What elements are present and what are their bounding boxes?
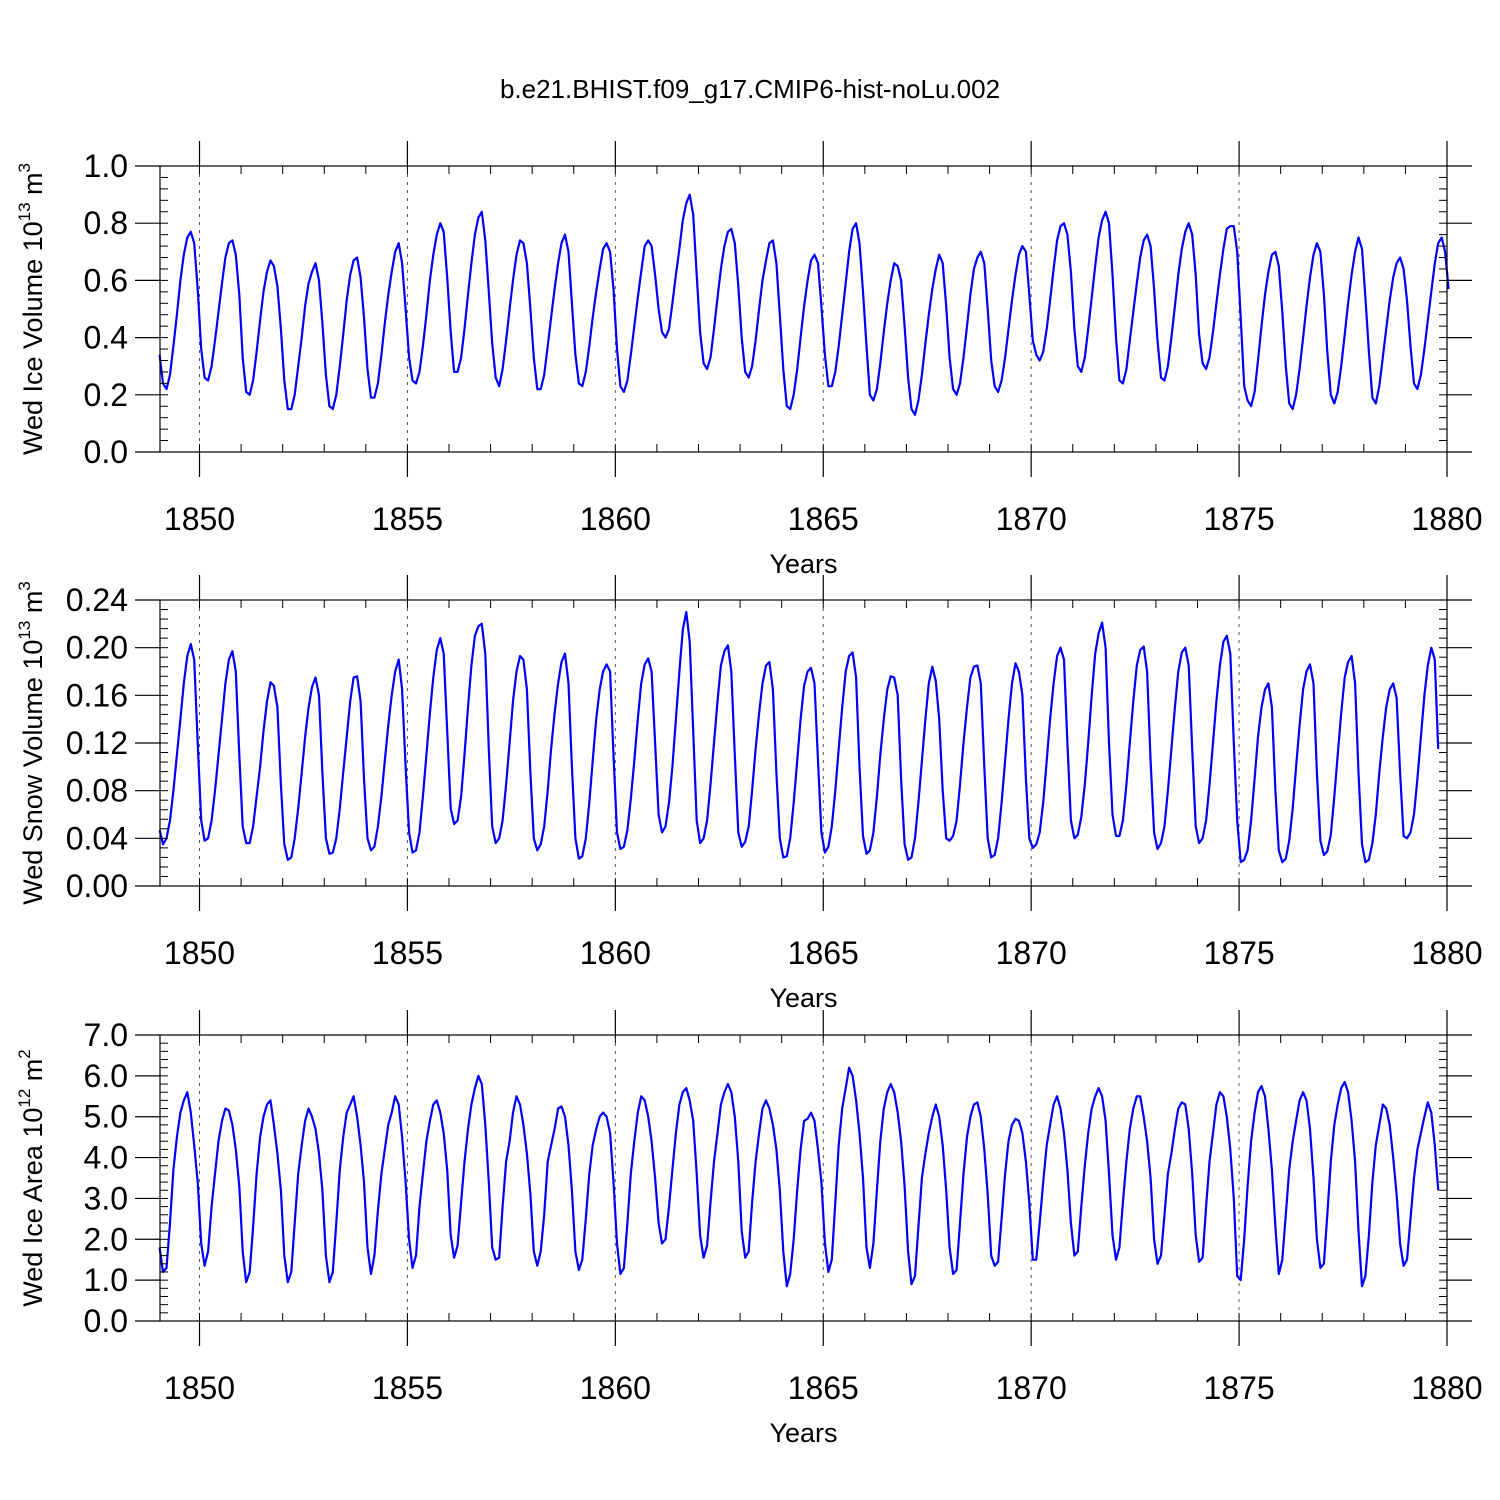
y-tick-label: 0.0 <box>84 434 128 470</box>
y-tick-label: 2.0 <box>84 1221 128 1257</box>
x-tick-label: 1850 <box>164 935 235 971</box>
y-tick-label: 0.4 <box>84 320 128 356</box>
y-axis-label: Wed Ice Area 1012 m2 <box>15 1049 48 1307</box>
data-series-line <box>158 610 1440 864</box>
x-tick-label: 1870 <box>996 1370 1067 1406</box>
data-series-line <box>158 1066 1440 1288</box>
x-tick-label: 1865 <box>788 1370 859 1406</box>
x-tick-label: 1875 <box>1203 1370 1274 1406</box>
x-tick-label: 1850 <box>164 1370 235 1406</box>
data-series-line <box>158 193 1450 416</box>
y-tick-label: 0.8 <box>84 205 128 241</box>
x-axis-label: Years <box>769 983 837 1013</box>
x-tick-label: 1875 <box>1203 501 1274 537</box>
plot-frame <box>159 165 1448 453</box>
y-tick-label: 0.20 <box>66 630 128 666</box>
x-tick-label: 1865 <box>788 935 859 971</box>
x-tick-label: 1875 <box>1203 935 1274 971</box>
chart-panel-1: 0.0 0.2 0.4 0.6 0.8 1.0 1850 1855 1860 1865 1870 18… <box>15 141 1483 579</box>
x-tick-label: 1860 <box>580 1370 651 1406</box>
y-tick-label: 1.0 <box>84 148 128 184</box>
x-axis-label: Years <box>769 549 837 579</box>
plot-frame <box>159 599 1448 887</box>
x-tick-label: 1870 <box>996 501 1067 537</box>
chart-panel-3: 0.0 1.0 2.0 3.0 4.0 5.0 6.0 7.0 1850 1855 1860 1865… <box>15 1010 1483 1448</box>
y-tick-label: 5.0 <box>84 1099 128 1135</box>
y-tick-label: 0.24 <box>66 582 128 618</box>
y-tick-label: 0.12 <box>66 725 128 761</box>
y-tick-label: 4.0 <box>84 1140 128 1176</box>
y-tick-label: 6.0 <box>84 1058 128 1094</box>
x-tick-label: 1860 <box>580 935 651 971</box>
y-tick-label: 1.0 <box>84 1262 128 1298</box>
x-tick-label: 1865 <box>788 501 859 537</box>
x-tick-label: 1870 <box>996 935 1067 971</box>
y-tick-label: 0.2 <box>84 377 128 413</box>
y-tick-label: 0.6 <box>84 262 128 298</box>
y-tick-label: 7.0 <box>84 1017 128 1053</box>
y-tick-label: 0.16 <box>66 677 128 713</box>
page-title: b.e21.BHIST.f09_g17.CMIP6-hist-noLu.002 <box>499 74 1001 104</box>
y-tick-label: 0.08 <box>66 773 128 809</box>
plot-frame <box>159 1034 1448 1322</box>
x-tick-label: 1850 <box>164 501 235 537</box>
y-tick-label: 0.04 <box>66 820 128 856</box>
x-tick-label: 1855 <box>372 501 443 537</box>
x-tick-label: 1880 <box>1411 1370 1482 1406</box>
y-axis-label: Wed Snow Volume 1013 m3 <box>15 581 48 905</box>
x-tick-label: 1855 <box>372 935 443 971</box>
x-tick-label: 1860 <box>580 501 651 537</box>
x-tick-label: 1855 <box>372 1370 443 1406</box>
y-tick-label: 0.0 <box>84 1303 128 1339</box>
x-tick-label: 1880 <box>1411 501 1482 537</box>
y-tick-label: 3.0 <box>84 1180 128 1216</box>
y-axis-label: Wed Ice Volume 1013 m3 <box>15 163 48 455</box>
x-axis-label: Years <box>769 1418 837 1448</box>
y-tick-label: 0.00 <box>66 868 128 904</box>
x-tick-label: 1880 <box>1411 935 1482 971</box>
chart-panel-2: 0.00 0.04 0.08 0.12 0.16 0.20 0.24 1850 1855 1860… <box>15 575 1483 1013</box>
